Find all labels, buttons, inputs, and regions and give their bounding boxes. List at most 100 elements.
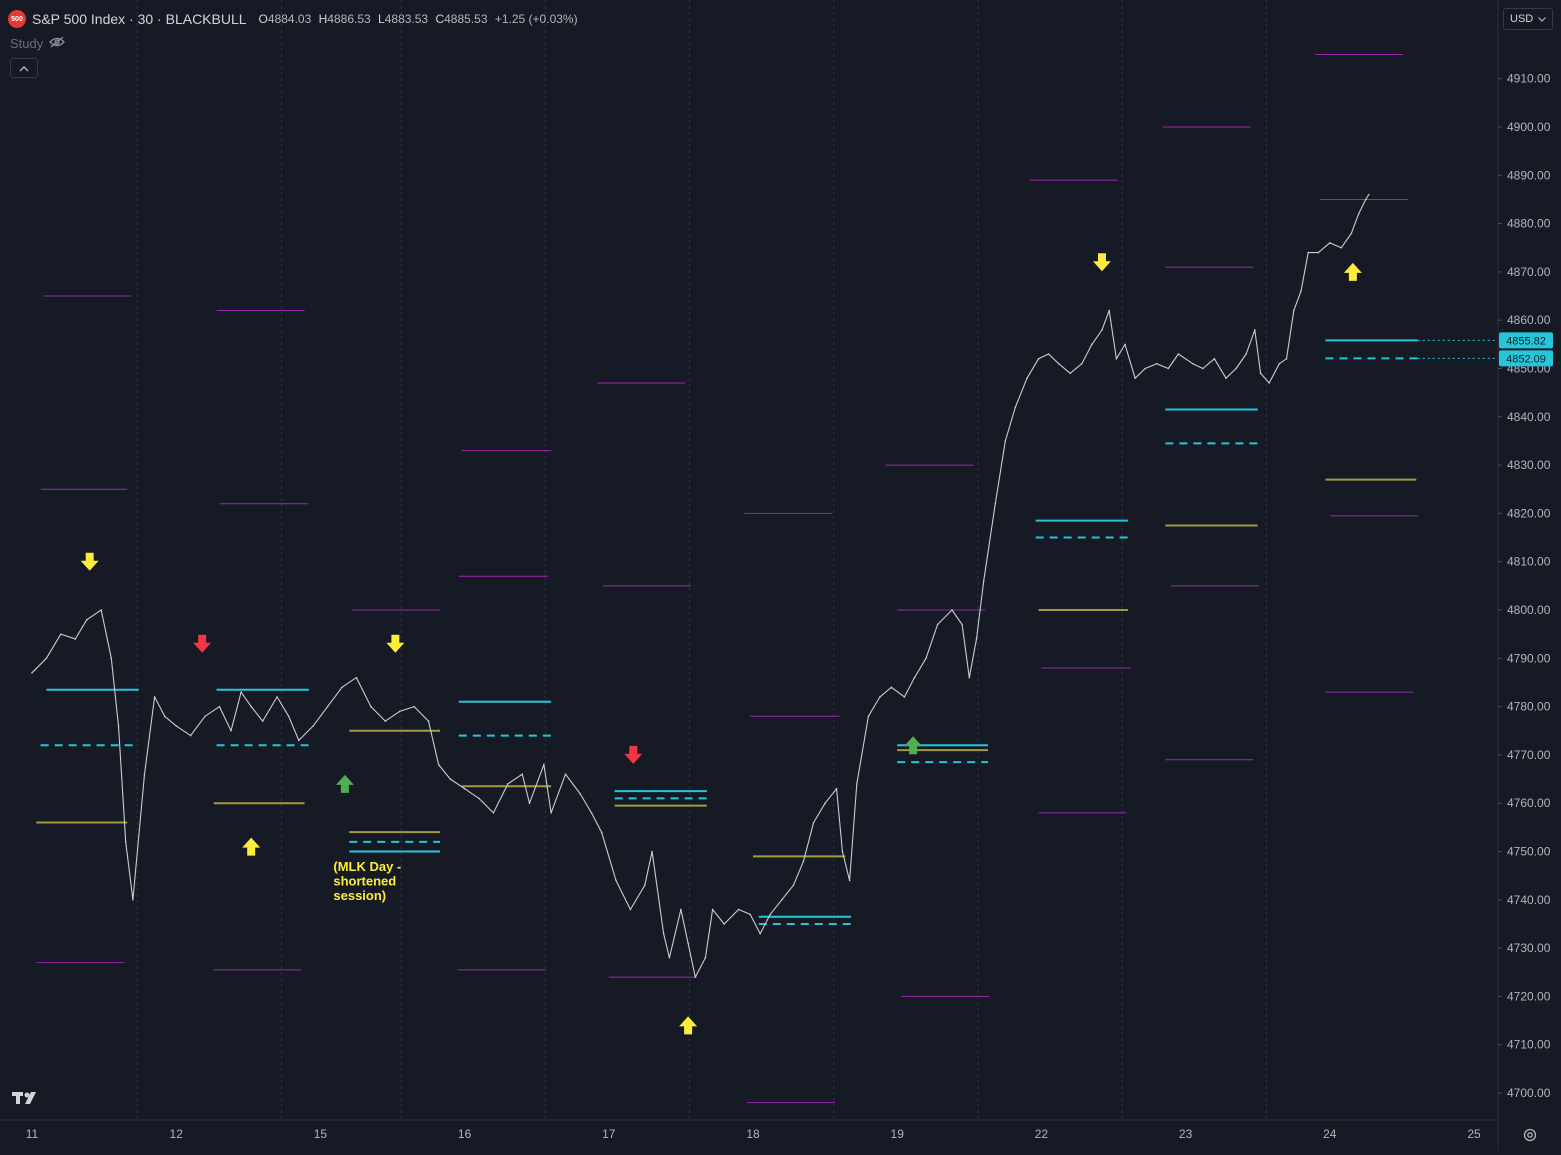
x-tick-label: 15 [314,1127,328,1141]
arrow-up-yellow-marker [1343,262,1362,281]
price-point [528,802,531,804]
price-point [1254,329,1256,331]
y-tick-label: 4750.00 [1507,845,1551,859]
arrow-down-red-marker [193,634,212,653]
price-point [564,773,567,776]
price-label: 4852.09 [1506,353,1546,365]
price-point [85,618,88,621]
price-point [668,956,671,959]
price-point [1292,309,1295,312]
annotation-text: shortened [333,873,396,888]
ohlc-low-key: L [378,12,385,26]
price-point [1365,198,1367,201]
study-label: Study [10,36,44,51]
price-point [45,657,48,660]
price-point [913,676,916,679]
ohlc-close-value: 4885.53 [444,12,488,26]
price-point [1367,193,1370,196]
price-point [759,932,762,935]
x-tick-label: 11 [26,1127,39,1141]
price-point [792,884,795,887]
price-point [1235,367,1237,370]
price-point [521,773,524,776]
collapse-legend-button[interactable] [10,58,38,78]
price-point [704,956,707,959]
price-point [579,792,581,795]
price-point [413,705,415,708]
x-tick-label: 17 [602,1127,616,1141]
price-point [31,671,33,674]
price-point [629,908,632,911]
price-point [982,580,985,582]
price-point [507,783,509,785]
price-point [1144,367,1147,370]
chevron-down-icon [1538,13,1546,25]
price-point [117,725,120,727]
price-point [427,720,430,722]
price-point [651,850,653,853]
y-tick-label: 4910.00 [1507,72,1551,86]
price-point [749,913,751,916]
eye-hidden-icon[interactable] [49,36,66,51]
price-point [600,831,603,833]
study-legend[interactable]: Study [10,36,66,51]
price-point [615,879,617,882]
price-point [355,676,358,679]
ohlc-close-key: C [435,12,445,26]
ohlc-open-value: 4884.03 [267,12,312,26]
price-point [153,696,156,698]
price-point [1285,358,1288,360]
price-point [1213,358,1216,360]
y-tick-label: 4720.00 [1507,989,1551,1003]
price-point [398,710,401,713]
gear-icon [1523,1128,1537,1142]
annotation-text: session) [333,888,386,903]
price-point [124,841,127,843]
price-point [975,638,978,640]
symbol-badge: 500 [8,10,26,28]
symbol-title[interactable]: S&P 500 Index · 30 · BLACKBULL [32,11,247,27]
price-point [1317,251,1320,254]
price-point [662,932,665,935]
ohlc-low-value: 4883.53 [384,12,429,26]
price-point [478,797,480,800]
arrow-down-yellow-marker [386,634,405,653]
annotation-text: (MLK Day - [333,859,401,874]
chevron-up-icon [19,61,29,75]
price-point [100,609,103,611]
x-tick-label: 19 [891,1127,905,1141]
y-tick-label: 4730.00 [1507,941,1551,955]
price-point [1091,343,1093,346]
y-tick-label: 4870.00 [1507,265,1551,279]
price-point [848,879,851,882]
price-point [1047,353,1050,355]
tradingview-logo[interactable] [12,1090,42,1110]
y-tick-label: 4820.00 [1507,506,1551,520]
price-point [1192,362,1194,365]
y-tick-label: 4800.00 [1507,603,1551,617]
price-point [1167,367,1170,370]
price-point [240,691,242,693]
price-point [60,633,62,635]
price-point [867,715,870,718]
price-point [175,725,177,727]
price-point [110,657,113,660]
price-point [341,686,343,689]
tradingview-logo-icon [12,1092,36,1104]
currency-selector[interactable]: USD [1503,8,1553,30]
x-tick-label: 18 [746,1127,760,1141]
y-tick-label: 4740.00 [1507,893,1551,907]
price-point [936,623,939,626]
arrow-down-yellow-marker [1092,253,1111,272]
price-point [550,812,552,814]
chart-settings-button[interactable] [1521,1126,1539,1144]
price-point [968,676,971,679]
price-point [1026,377,1028,379]
price-point [1202,367,1204,370]
symbol-legend[interactable]: 500 S&P 500 Index · 30 · BLACKBULL O4884… [8,10,578,28]
price-point [1245,353,1247,355]
price-point [1350,232,1353,235]
